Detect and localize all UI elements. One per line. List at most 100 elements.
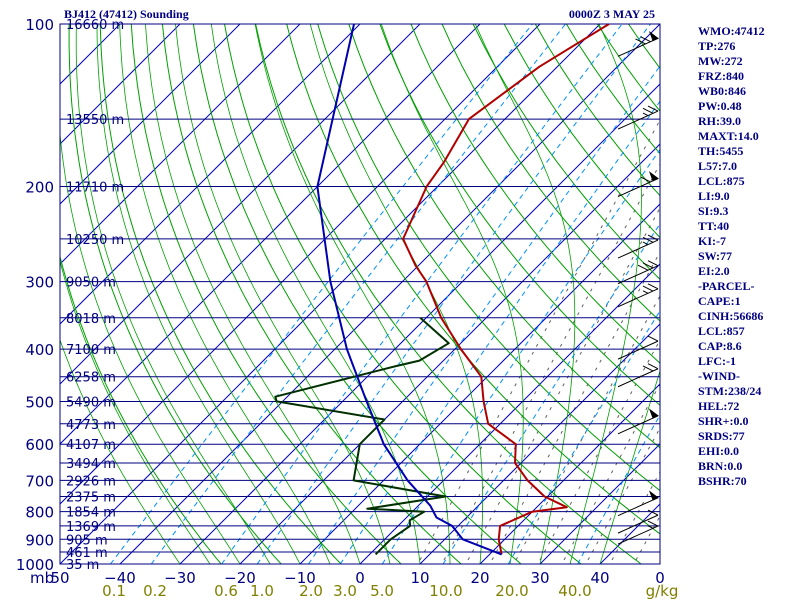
pressure-tick-label: 500 [25, 393, 54, 411]
height-label: 4107 m [66, 438, 116, 453]
index-value: -PARCEL- [698, 279, 755, 293]
pressure-axis-labels: 100 200 300 400 500 600 700 800 900 1000 [16, 16, 54, 574]
hatch-line [419, 119, 660, 561]
sounding-traces [274, 24, 610, 556]
mixing-ratio-label: 2.0 [299, 582, 323, 600]
index-value: SW:77 [698, 249, 733, 263]
dewpoint-trace [274, 317, 450, 556]
wind-barb [617, 260, 659, 285]
mixing-ratio-label: 0.6 [214, 582, 238, 600]
moist-adiabat-line [119, 24, 331, 564]
temperature-axis-labels: 50 −40 −30 −20 −10 0 10 20 30 40 0 mb [30, 569, 665, 587]
index-value: LCL:857 [698, 324, 745, 338]
wind-barb [617, 408, 659, 435]
hatch-line [539, 338, 660, 561]
hatch-line [467, 206, 660, 561]
index-value: LFC:-1 [698, 354, 736, 368]
index-value: MAXT:14.0 [698, 129, 759, 143]
wind-barb-column [617, 30, 659, 545]
wind-barb [617, 171, 659, 198]
dry-adiabat-line [317, 24, 660, 492]
pressure-tick-label: 900 [25, 531, 54, 549]
isotherm-line [299, 203, 660, 564]
index-value: TT:40 [698, 219, 730, 233]
isotherm-line [60, 24, 241, 205]
temperature-tick-label: 10 [410, 569, 429, 587]
mixing-ratio-label: 40.0 [558, 582, 591, 600]
height-label: 16660 m [66, 18, 124, 33]
isotherm-line [419, 323, 660, 564]
moist-adiabat-line [254, 24, 451, 564]
index-value: WB0:846 [698, 84, 746, 98]
moist-adiabat-line [210, 24, 421, 564]
mixing-ratio-label: 20.0 [495, 582, 528, 600]
height-label: 11710 m [66, 181, 124, 196]
index-value: CAP:8.6 [698, 339, 742, 353]
mixing-ratio-line [221, 24, 623, 564]
mixing-ratio-label: 3.0 [333, 582, 357, 600]
mixing-ratio-label: 0.1 [102, 582, 126, 600]
height-label: 3494 m [66, 457, 116, 472]
height-label: 10250 m [66, 233, 124, 248]
height-label: 5490 m [66, 395, 116, 410]
index-value: -WIND- [698, 369, 740, 383]
mixing-ratio-line [381, 148, 660, 564]
hatch-line [491, 250, 660, 561]
temperature-tick-label: −40 [104, 569, 136, 587]
index-value: BRN:0.0 [698, 459, 743, 473]
pressure-tick-label: 600 [25, 436, 54, 454]
isotherm-line [359, 263, 660, 564]
index-value: TH:5455 [698, 144, 744, 158]
height-label: 4773 m [66, 418, 116, 433]
dry-adiabat-line [192, 24, 522, 564]
temperature-tick-label: 50 [50, 569, 69, 587]
isotherm-line [179, 83, 660, 564]
mixing-ratio-line [150, 24, 566, 564]
index-value: MW:272 [698, 54, 743, 68]
dry-adiabat-line [99, 24, 342, 564]
pressure-tick-label: 400 [25, 341, 54, 359]
hatch-line [443, 162, 660, 561]
height-label: 6258 m [66, 371, 116, 386]
height-label: 35 m [66, 558, 99, 573]
pressure-tick-label: 700 [25, 472, 54, 490]
height-label: 1369 m [66, 520, 116, 535]
index-value: EHI:0.0 [698, 444, 740, 458]
temperature-tick-label: 30 [530, 569, 549, 587]
isotherm-line [60, 24, 421, 385]
index-value: SHR+:0.0 [698, 414, 749, 428]
pressure-tick-label: 200 [25, 179, 54, 197]
mixing-ratio-label: 0.2 [143, 582, 167, 600]
moist-adiabat-line [60, 259, 211, 564]
index-value: RH:39.0 [698, 114, 741, 128]
temperature-tick-label: −20 [224, 569, 256, 587]
wind-barb [617, 490, 659, 517]
height-label: 1854 m [66, 506, 116, 521]
isotherm-line [60, 24, 181, 145]
height-label: 9050 m [66, 276, 116, 291]
index-value: PW:0.48 [698, 99, 742, 113]
isotherm-line [479, 383, 660, 564]
height-label: 905 m [66, 533, 108, 548]
moist-adiabat-lines [60, 24, 660, 564]
isotherm-line [60, 24, 541, 505]
wind-barb [617, 30, 659, 57]
index-value: SRDS:77 [698, 429, 745, 443]
mixing-ratio-label: 10.0 [429, 582, 462, 600]
temperature-tick-label: −30 [164, 569, 196, 587]
index-value: WMO:47412 [698, 24, 765, 38]
height-label: 2375 m [66, 491, 116, 506]
height-labels: 16660 m 13550 m 11710 m 10250 m 9050 m 8018 m… [66, 18, 124, 573]
index-value: LCL:875 [698, 174, 745, 188]
isotherm-line [60, 24, 361, 325]
valid-time: 0000Z 3 MAY 25 [569, 7, 655, 21]
index-value: L57:7.0 [698, 159, 737, 173]
isotherm-line [539, 443, 660, 564]
isotherm-line [60, 24, 481, 445]
wind-barb [617, 105, 659, 130]
isotherm-line [60, 24, 301, 265]
index-value: SI:9.3 [698, 204, 729, 218]
parcel-trace [316, 24, 502, 556]
height-label: 8018 m [66, 312, 116, 327]
